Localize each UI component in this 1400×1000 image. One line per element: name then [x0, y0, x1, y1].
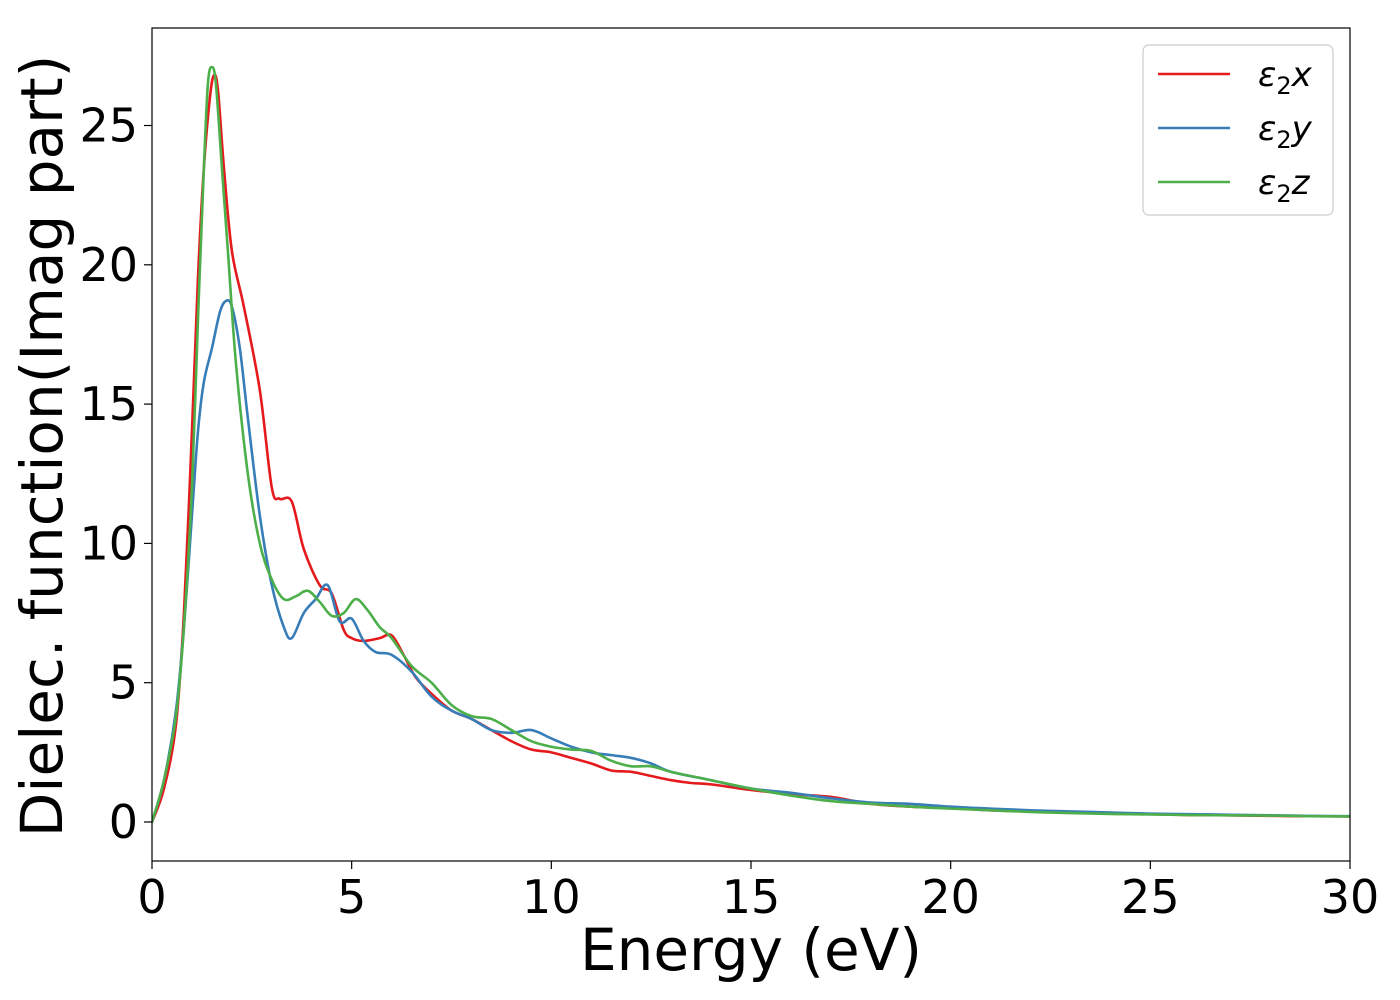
- x-axis-title: Energy (eV): [580, 916, 922, 984]
- x-tick-label: 5: [337, 870, 366, 924]
- x-tick-label: 10: [522, 870, 581, 924]
- series-line-z: [152, 65, 1350, 824]
- y-axis-ticks: 0 5 10 15 20 25: [79, 99, 152, 849]
- x-tick-label: 20: [921, 870, 980, 924]
- legend-label-z: ε2z: [1258, 163, 1311, 208]
- legend-label-y: ε2y: [1258, 109, 1313, 154]
- legend-label-x: ε2x: [1258, 55, 1313, 100]
- y-tick-label: 0: [109, 795, 138, 849]
- y-axis-title: Dielec. function(Imag part): [8, 55, 76, 838]
- y-tick-label: 5: [109, 656, 138, 710]
- x-tick-label: 15: [722, 870, 781, 924]
- y-tick-label: 10: [79, 516, 138, 570]
- y-tick-label: 25: [79, 99, 138, 153]
- y-tick-label: 15: [79, 377, 138, 431]
- x-tick-label: 25: [1121, 870, 1180, 924]
- x-axis-ticks: 0 5 10 15 20 25 30: [137, 861, 1379, 924]
- x-tick-label: 30: [1321, 870, 1380, 924]
- series-layer: [152, 65, 1350, 824]
- series-line-y: [152, 299, 1350, 824]
- y-tick-label: 20: [79, 238, 138, 292]
- legend-box: [1142, 44, 1334, 216]
- x-tick-label: 0: [137, 870, 166, 924]
- legend: ε2x ε2y ε2z: [1142, 44, 1334, 216]
